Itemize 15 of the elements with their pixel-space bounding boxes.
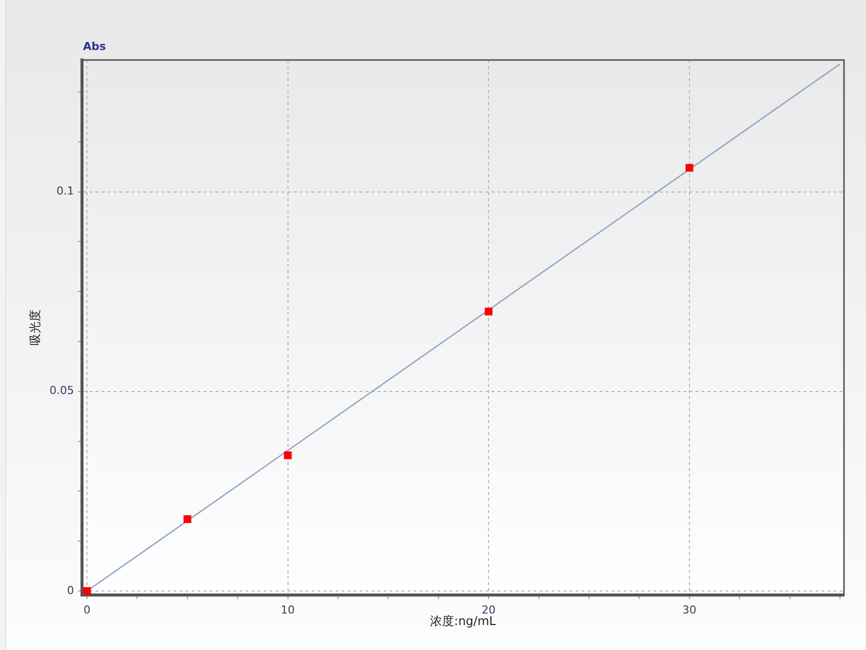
point <box>484 308 492 316</box>
y-tick-label: 0.05 <box>50 384 74 398</box>
point <box>686 164 694 172</box>
x-tick-label: 20 <box>482 603 496 616</box>
chart-title: Abs <box>83 40 106 53</box>
x-axis-title: 浓度:ng/mL <box>430 614 496 628</box>
x-tick-label: 30 <box>682 603 696 616</box>
y-tick-label: 0.1 <box>56 184 74 198</box>
point <box>184 515 192 524</box>
x-tick-label: 0 <box>84 603 91 616</box>
point <box>83 587 91 595</box>
y-tick-label: 0 <box>67 584 74 597</box>
x-tick-label: 10 <box>280 603 295 616</box>
y-axis-title: 吸光度 <box>28 310 42 346</box>
point <box>284 451 292 460</box>
